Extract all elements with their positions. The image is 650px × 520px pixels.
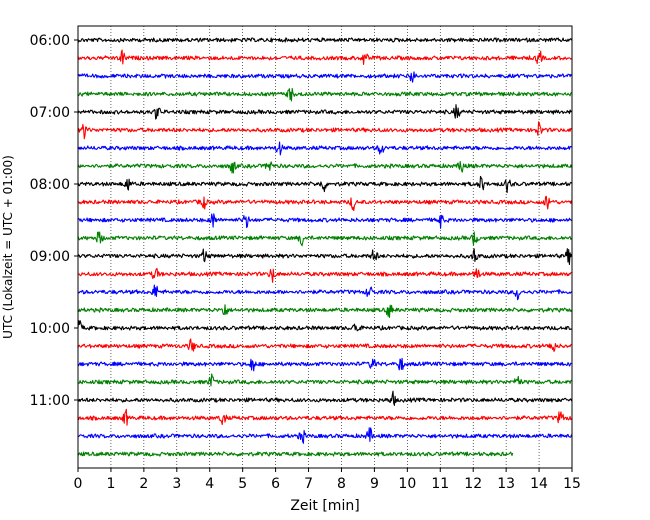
y-axis-label: UTC (Lokalzeit = UTC + 01:00) (1, 155, 15, 339)
trace-row (77, 121, 572, 140)
trace-row (77, 373, 572, 387)
x-tick-label: 1 (106, 476, 115, 492)
trace-row (77, 427, 573, 444)
trace-row (77, 87, 572, 102)
x-tick-label: 2 (139, 476, 148, 492)
y-tick-label: 08:00 (30, 177, 70, 193)
trace-row (77, 304, 572, 318)
y-tick-label: 10:00 (30, 321, 70, 337)
x-tick-label: 8 (337, 476, 346, 492)
x-tick-label: 13 (497, 476, 515, 492)
trace-row (77, 451, 514, 457)
x-tick-label: 10 (398, 476, 416, 492)
plot-frame (77, 25, 573, 469)
y-axis-ticks: 06:00 07:00 08:00 09:00 10:00 11:00 (30, 33, 78, 409)
trace-row (77, 37, 573, 43)
x-tick-label: 4 (205, 476, 214, 492)
y-tick-label: 07:00 (30, 105, 70, 121)
x-tick-label: 9 (370, 476, 379, 492)
y-tick-label: 06:00 (30, 33, 70, 49)
x-tick-label: 11 (431, 476, 449, 492)
trace-row (77, 338, 572, 352)
x-axis-label: Zeit [min] (290, 498, 359, 514)
trace-row (77, 213, 572, 229)
trace-row (77, 141, 572, 156)
x-tick-label: 12 (464, 476, 482, 492)
x-tick-label: 7 (304, 476, 313, 492)
trace-row (77, 71, 572, 83)
trace-row (77, 175, 572, 194)
trace-row (77, 195, 573, 212)
trace-row (77, 320, 572, 332)
trace-row (77, 161, 573, 174)
y-tick-label: 09:00 (30, 249, 70, 265)
trace-row (77, 268, 572, 283)
x-tick-label: 3 (172, 476, 181, 492)
trace-row (77, 231, 572, 247)
trace-row (77, 104, 572, 120)
x-tick-label: 5 (238, 476, 247, 492)
trace-row (77, 284, 572, 301)
trace-row (77, 408, 572, 426)
x-tick-label: 14 (530, 476, 548, 492)
x-tick-label: 0 (74, 476, 83, 492)
x-axis-ticks: 0 1 2 3 4 5 6 7 8 9 10 11 12 13 14 15 (74, 468, 581, 492)
trace-row (77, 357, 572, 372)
trace-row (77, 248, 573, 266)
x-tick-label: 6 (271, 476, 280, 492)
x-tick-label: 15 (563, 476, 581, 492)
trace-row (77, 49, 572, 65)
y-tick-label: 11:00 (30, 393, 70, 409)
seismic-traces (77, 37, 573, 457)
trace-row (77, 390, 573, 406)
